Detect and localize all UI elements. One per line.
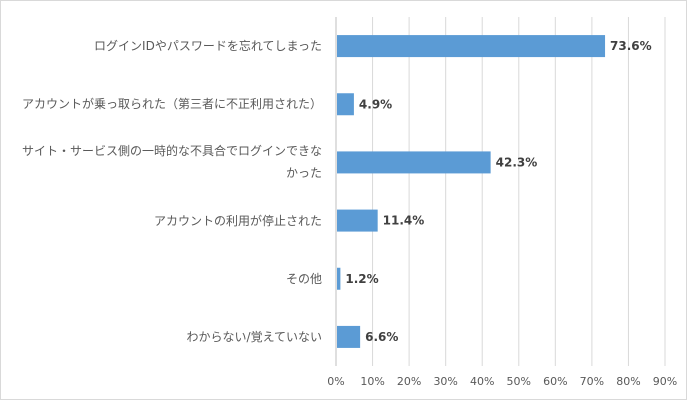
data-label: 6.6% (365, 330, 398, 344)
data-label: 4.9% (359, 97, 392, 111)
category-label: ログインIDやパスワードを忘れてしまった (94, 39, 322, 54)
x-tick-label: 10% (360, 375, 384, 388)
category-label: アカウントが乗っ取られた（第三者に不正利用された） (21, 97, 322, 112)
bar (337, 35, 606, 58)
category-label: わからない/覚えていない (186, 329, 322, 344)
x-tick-label: 20% (397, 375, 421, 388)
data-label: 1.2% (345, 272, 378, 286)
x-tick-label: 60% (543, 375, 567, 388)
x-tick-label: 50% (507, 375, 531, 388)
bar (337, 267, 341, 290)
x-tick-label: 80% (616, 375, 640, 388)
bar (337, 209, 378, 232)
data-label: 73.6% (610, 39, 652, 53)
category-label: アカウントの利用が停止された (153, 213, 322, 228)
bar (337, 325, 361, 348)
x-tick-label: 30% (433, 375, 457, 388)
x-tick-label: 0% (327, 375, 344, 388)
data-label: 42.3% (496, 155, 538, 169)
x-tick-label: 70% (580, 375, 604, 388)
category-label: その他 (285, 271, 322, 286)
bar (337, 93, 354, 116)
data-label: 11.4% (383, 214, 425, 228)
x-tick-label: 40% (470, 375, 494, 388)
x-tick-label: 90% (653, 375, 677, 388)
bar (337, 151, 491, 174)
category-label: サイト・サービス側の一時的な不具合でログインできなかった (21, 144, 322, 181)
